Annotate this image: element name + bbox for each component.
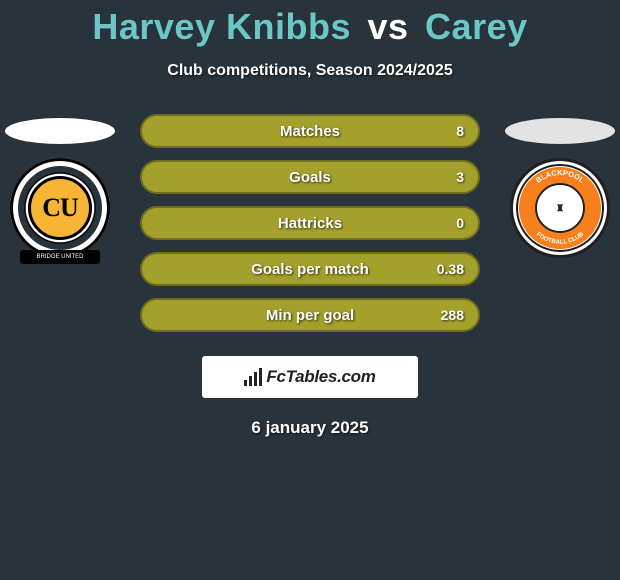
stat-value: 3 [456, 169, 464, 185]
vs-text: vs [367, 6, 408, 47]
stat-row: Hattricks 0 [140, 206, 480, 240]
right-crest-center-icon: ♜ [547, 195, 573, 221]
stat-label: Matches [280, 123, 340, 140]
stat-row: Goals 3 [140, 160, 480, 194]
stat-label: Goals per match [251, 261, 369, 278]
stat-row: Matches 8 [140, 114, 480, 148]
page-title: Harvey Knibbs vs Carey [0, 0, 620, 48]
right-team-crest: BLACKPOOL FOOTBALL CLUB ♜ [510, 158, 610, 258]
stat-value: 8 [456, 123, 464, 139]
left-team-column: CU BRIDGE UNITED [0, 118, 120, 258]
subtitle: Club competitions, Season 2024/2025 [0, 62, 620, 80]
stat-value: 288 [441, 307, 464, 323]
stat-value: 0 [456, 215, 464, 231]
stat-row: Min per goal 288 [140, 298, 480, 332]
right-team-column: BLACKPOOL FOOTBALL CLUB ♜ [500, 118, 620, 258]
comparison-area: CU BRIDGE UNITED BLACKPOOL FOOTBALL CLUB [0, 118, 620, 338]
stat-label: Hattricks [278, 215, 342, 232]
player1-name: Harvey Knibbs [92, 6, 351, 47]
stat-value: 0.38 [437, 261, 464, 277]
right-player-silhouette [505, 118, 615, 144]
left-team-crest: CU BRIDGE UNITED [10, 158, 110, 258]
stat-bars: Matches 8 Goals 3 Hattricks 0 Goals per … [140, 114, 480, 344]
stat-label: Min per goal [266, 307, 354, 324]
svg-text:FOOTBALL CLUB: FOOTBALL CLUB [535, 230, 586, 245]
stat-row: Goals per match 0.38 [140, 252, 480, 286]
brand-box: FcTables.com [202, 356, 418, 398]
svg-text:BLACKPOOL: BLACKPOOL [534, 168, 587, 185]
date-text: 6 january 2025 [0, 418, 620, 438]
brand-text: FcTables.com [266, 367, 375, 387]
player2-name: Carey [425, 6, 528, 47]
stat-label: Goals [289, 169, 331, 186]
left-crest-band: BRIDGE UNITED [20, 250, 100, 264]
brand-bars-icon [244, 368, 262, 386]
left-player-silhouette [5, 118, 115, 144]
